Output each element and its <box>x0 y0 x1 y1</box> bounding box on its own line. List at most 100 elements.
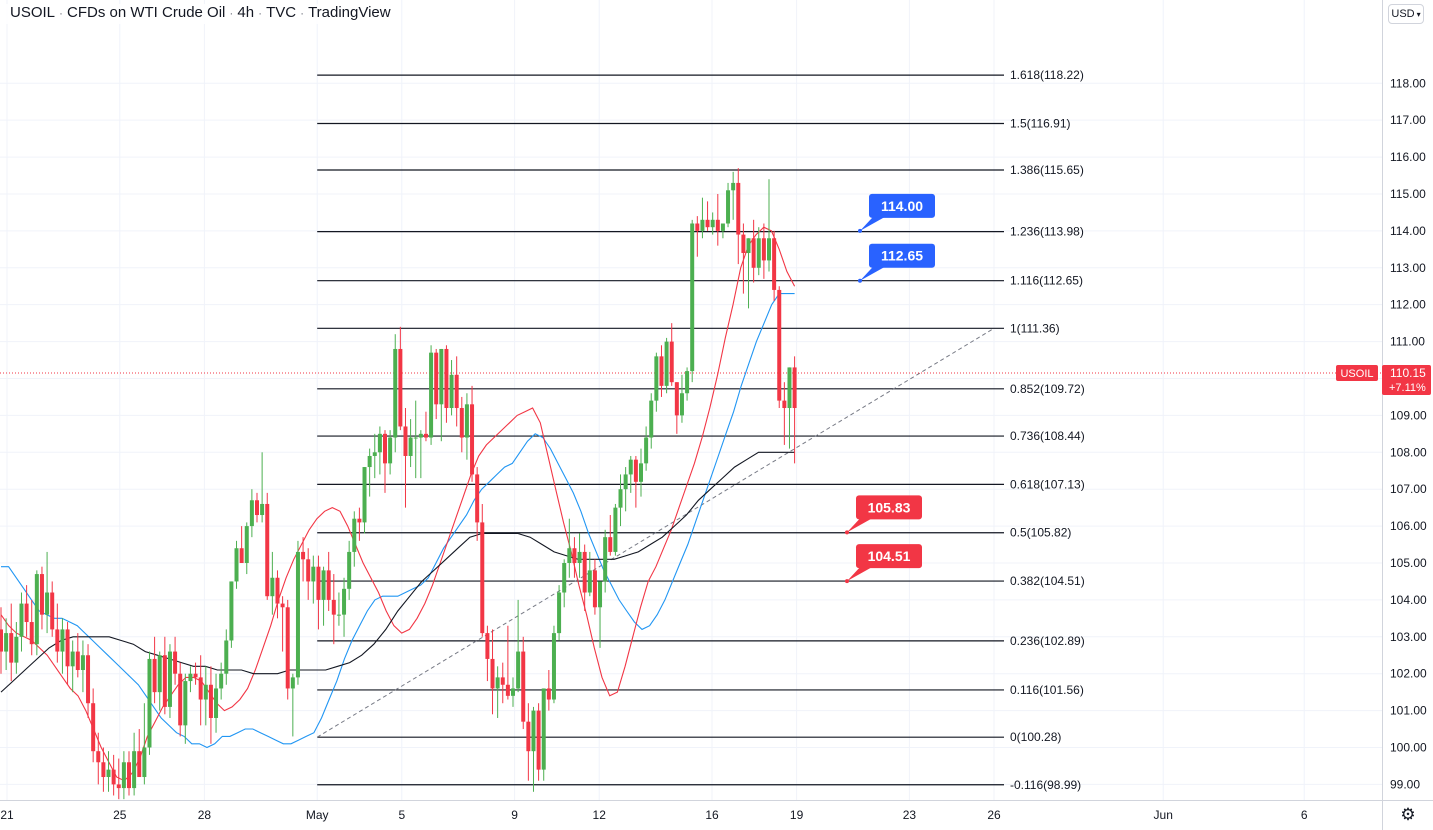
gear-icon[interactable]: ⚙ <box>1400 805 1416 825</box>
candle <box>178 662 183 737</box>
fib-trend-line[interactable] <box>316 327 995 738</box>
candle <box>756 227 761 276</box>
candle <box>470 385 475 482</box>
candle-body <box>536 710 541 770</box>
candle-body <box>618 489 623 508</box>
candle <box>403 408 408 508</box>
candle <box>449 360 454 416</box>
candle-body <box>505 684 510 696</box>
candle <box>736 168 741 265</box>
price-callout[interactable]: 105.83 <box>845 495 922 535</box>
fib-level-label: 0.236(102.89) <box>1010 634 1085 648</box>
candle-body <box>316 566 321 600</box>
candle-body <box>167 651 172 707</box>
fibonacci-extension[interactable]: 1.618(118.22) 1.5(116.91) 1.386(115.65) 1.2… <box>317 68 1085 792</box>
time-tick-label: 16 <box>705 808 719 822</box>
candle <box>188 666 193 693</box>
candle <box>623 467 628 512</box>
candle <box>362 467 367 534</box>
candle-body <box>224 640 229 674</box>
candle-body <box>336 614 341 616</box>
candle-body <box>388 437 393 464</box>
candle-body <box>347 551 352 589</box>
candle <box>551 625 556 704</box>
candle <box>137 729 142 778</box>
candle <box>306 548 311 600</box>
candle-body <box>75 651 80 671</box>
candle-body <box>106 769 111 778</box>
candle-body <box>679 393 684 416</box>
candle <box>633 455 638 508</box>
callout-box <box>856 495 922 520</box>
candle <box>587 551 592 597</box>
candle <box>572 537 577 578</box>
candle <box>418 430 423 479</box>
candle-body <box>270 577 275 597</box>
candle-body <box>393 348 398 438</box>
candle <box>772 230 777 301</box>
candle-body <box>480 522 485 634</box>
interval-label[interactable]: 4h <box>237 4 255 21</box>
candle <box>439 348 444 442</box>
candle <box>116 758 121 800</box>
candle <box>669 323 674 386</box>
candle <box>39 566 44 630</box>
candle <box>398 326 403 431</box>
candle <box>14 622 19 674</box>
price-callout[interactable]: 112.65 <box>858 243 935 283</box>
price-callout[interactable]: 114.00 <box>858 193 935 233</box>
price-tick-label: 114.00 <box>1390 224 1426 238</box>
candle <box>244 522 249 575</box>
candle-body <box>413 437 418 439</box>
candle <box>516 599 521 693</box>
symbol-badge[interactable]: USOIL <box>1336 364 1378 381</box>
candle <box>357 507 362 541</box>
candle <box>746 238 751 309</box>
candle <box>423 411 428 442</box>
currency-selector[interactable]: USD ▾ <box>1388 4 1424 24</box>
time-tick-label: Jun <box>1154 808 1173 822</box>
candle <box>301 537 306 582</box>
candle <box>70 640 75 693</box>
candle-body <box>592 570 597 608</box>
candle-body <box>208 684 213 718</box>
candle-body <box>720 223 725 231</box>
chevron-down-icon: ▾ <box>1416 9 1421 19</box>
candle-body <box>470 404 475 475</box>
candle-body <box>39 574 44 615</box>
moving-average-black <box>0 451 795 693</box>
candle-body <box>111 769 116 785</box>
candle-body <box>265 503 270 597</box>
price-tick-label: 108.00 <box>1390 445 1427 459</box>
symbol-name[interactable]: USOIL <box>10 4 56 21</box>
price-callout[interactable]: 104.51 <box>845 544 922 584</box>
candle-body <box>326 570 331 600</box>
price-tick-label: 111.00 <box>1390 335 1425 349</box>
price-callouts[interactable]: 114.00 112.65 105.83 104.51 <box>845 193 935 584</box>
time-tick-label: 6 <box>1301 808 1308 822</box>
candle-body <box>464 404 469 438</box>
chart-title-bar[interactable]: USOIL · CFDs on WTI Crude Oil · 4h · TVC · Tradi… <box>6 4 395 24</box>
candle-body <box>24 603 29 623</box>
candle <box>495 666 500 718</box>
price-tick-label: 112.00 <box>1390 298 1426 312</box>
candle-body <box>198 677 203 700</box>
candle-body <box>50 592 55 630</box>
candle <box>219 662 224 700</box>
candle <box>618 474 623 527</box>
candle <box>598 581 603 648</box>
candle-body <box>746 238 751 254</box>
candle <box>9 603 14 682</box>
candle <box>659 345 664 397</box>
candle <box>290 673 295 737</box>
fib-level-label: 1.116(112.65) <box>1010 274 1083 288</box>
last-price-badge[interactable]: 110.15 +7.11% <box>1382 364 1431 395</box>
trend-line[interactable] <box>0 327 1382 738</box>
candle <box>787 367 792 449</box>
candle-body <box>598 581 603 608</box>
candle <box>695 216 700 257</box>
candle-body <box>203 684 208 700</box>
candle-body <box>255 500 259 516</box>
